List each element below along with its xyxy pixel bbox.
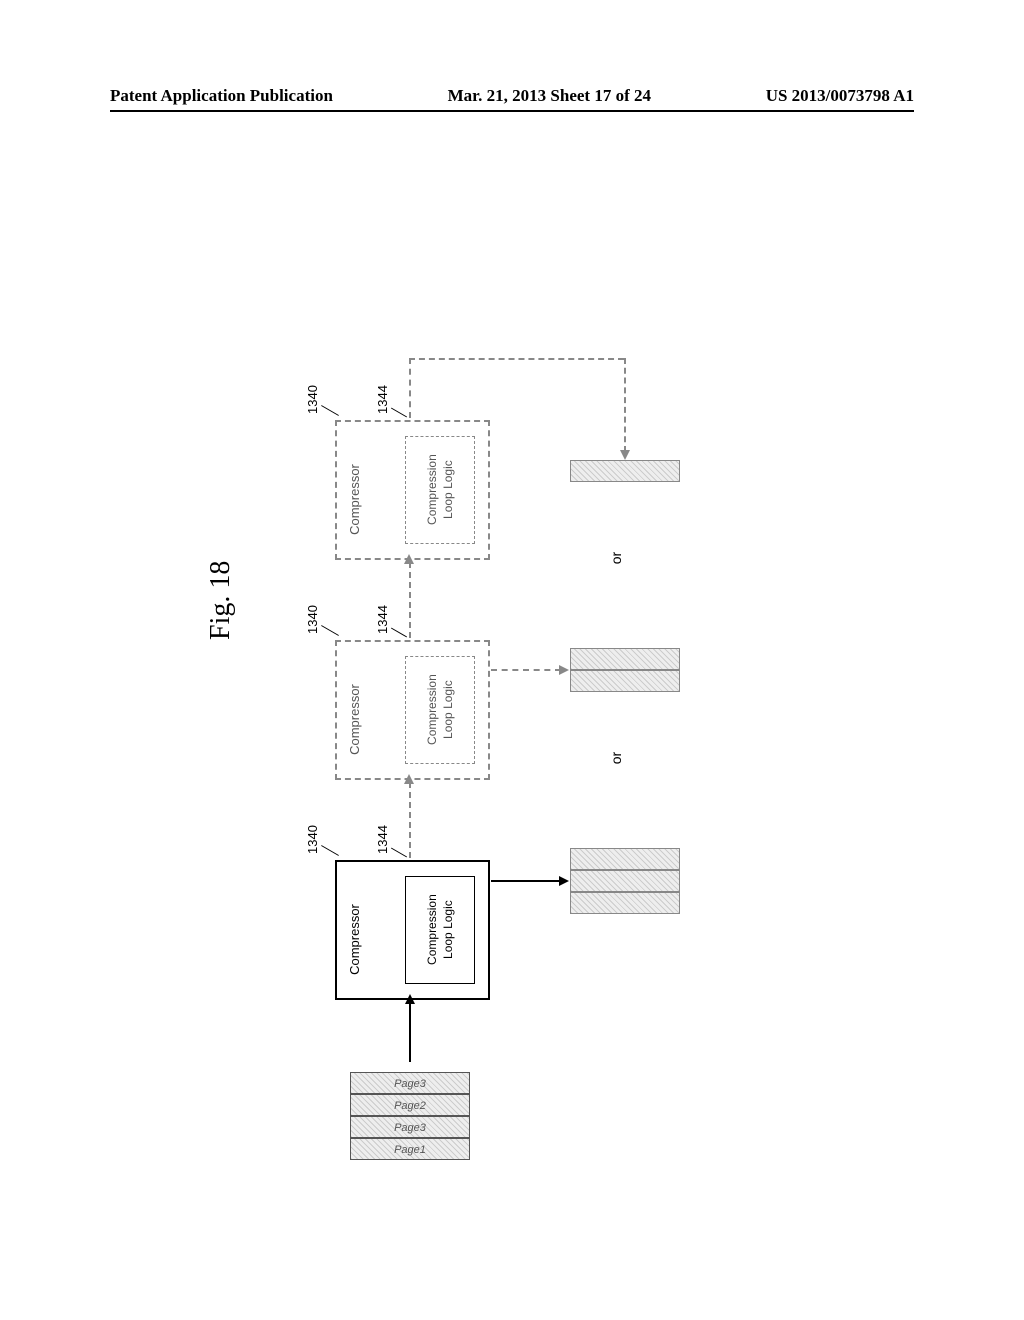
out-slice: [570, 870, 680, 892]
loop-logic-label: Compression Loop Logic: [424, 455, 455, 526]
ref-number: 1344: [375, 385, 390, 414]
compressor-label: Compressor: [347, 424, 362, 575]
loop-logic-box: Compression Loop Logic: [405, 436, 475, 544]
arrow: [491, 880, 561, 882]
ref-number: 1340: [305, 385, 320, 414]
arrow: [409, 358, 411, 418]
page-slice: Page2: [350, 1094, 470, 1116]
or-label: or: [608, 552, 624, 564]
input-pages: Page3 Page2 Page3 Page1: [350, 1072, 470, 1160]
output-pages: [570, 460, 680, 482]
header-center: Mar. 21, 2013 Sheet 17 of 24: [448, 86, 651, 106]
compressor-box: Compressor Compression Loop Logic: [335, 420, 490, 560]
header-left: Patent Application Publication: [110, 86, 333, 106]
output-pages: [570, 848, 680, 914]
ref-number: 1340: [305, 605, 320, 634]
leader-line: [321, 845, 339, 856]
compressor-label: Compressor: [347, 864, 362, 1015]
arrow: [491, 669, 561, 671]
arrow: [409, 782, 411, 858]
loop-logic-label: Compression Loop Logic: [424, 895, 455, 966]
page-slice: Page3: [350, 1116, 470, 1138]
loop-logic-box: Compression Loop Logic: [405, 656, 475, 764]
leader-line: [321, 405, 339, 416]
figure-title: Fig. 18: [205, 561, 237, 640]
out-slice: [570, 648, 680, 670]
loop-logic-box: Compression Loop Logic: [405, 876, 475, 984]
page-slice: Page1: [350, 1138, 470, 1160]
arrow: [409, 1002, 411, 1062]
arrow: [624, 358, 626, 452]
out-slice: [570, 460, 680, 482]
compressor-label: Compressor: [347, 644, 362, 795]
arrow: [409, 562, 411, 638]
ref-number: 1344: [375, 605, 390, 634]
out-slice: [570, 848, 680, 870]
or-label: or: [608, 752, 624, 764]
page-header: Patent Application Publication Mar. 21, …: [110, 86, 914, 112]
header-right: US 2013/0073798 A1: [766, 86, 914, 106]
diagram: Page3 Page2 Page3 Page1 Compressor Compr…: [280, 180, 830, 1180]
arrowhead-icon: [620, 450, 630, 460]
page-slice: Page3: [350, 1072, 470, 1094]
output-pages: [570, 648, 680, 692]
loop-logic-label: Compression Loop Logic: [424, 675, 455, 746]
arrow: [409, 358, 624, 360]
ref-number: 1340: [305, 825, 320, 854]
leader-line: [391, 408, 407, 418]
ref-number: 1344: [375, 825, 390, 854]
compressor-box: Compressor Compression Loop Logic: [335, 860, 490, 1000]
figure: Fig. 18 Page3 Page2 Page3 Page1 Compress…: [160, 180, 860, 1180]
arrowhead-icon: [559, 665, 569, 675]
compressor-box: Compressor Compression Loop Logic: [335, 640, 490, 780]
out-slice: [570, 892, 680, 914]
arrowhead-icon: [559, 876, 569, 886]
out-slice: [570, 670, 680, 692]
leader-line: [391, 628, 407, 638]
leader-line: [391, 848, 407, 858]
leader-line: [321, 625, 339, 636]
